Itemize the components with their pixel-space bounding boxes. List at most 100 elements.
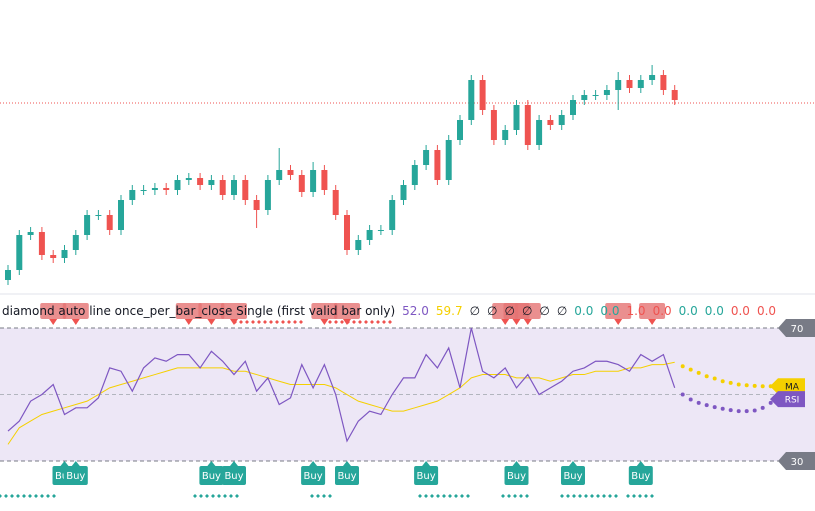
buy-arrow — [207, 461, 216, 466]
candle-body — [140, 190, 147, 191]
series-line — [7, 361, 675, 445]
candle-body — [603, 90, 610, 95]
candle-body — [276, 170, 283, 180]
projection-dot — [728, 380, 733, 385]
projection-dot — [680, 364, 685, 369]
sell-arrow — [71, 319, 80, 325]
candle-body — [16, 235, 23, 270]
header-item: 0.0 — [757, 304, 776, 318]
buy-label — [301, 466, 326, 485]
diamond — [632, 494, 636, 498]
buy-label-text: Buy — [507, 471, 526, 482]
header-item: 0.0 — [653, 304, 672, 318]
diamond — [358, 320, 362, 324]
diamond — [340, 320, 344, 324]
diamond — [193, 494, 197, 498]
header-item: diamond auto line once_per_bar_close Sin… — [2, 304, 395, 318]
candle-body — [332, 190, 339, 215]
buy-label-text: Buy — [304, 471, 323, 482]
candle-body — [502, 130, 509, 140]
header-item: 0.0 — [679, 304, 698, 318]
candle-body — [242, 180, 249, 200]
diamond — [614, 494, 618, 498]
candle-body — [649, 75, 656, 80]
diamond — [199, 494, 203, 498]
sell-arrow — [648, 319, 657, 325]
candle-body — [615, 80, 622, 90]
diamond — [525, 494, 529, 498]
diamond — [466, 494, 470, 498]
diamond — [211, 494, 215, 498]
diamond — [28, 494, 32, 498]
candle-body — [61, 250, 68, 258]
projection-dot — [752, 408, 757, 413]
candle-body — [231, 180, 237, 195]
diamond — [46, 494, 50, 498]
diamond — [245, 320, 249, 324]
sell-arrow — [49, 319, 58, 325]
buy-label — [222, 466, 246, 485]
candle-body — [400, 185, 407, 200]
sell-arrow — [523, 319, 532, 325]
sell-arrow — [614, 319, 623, 325]
candle-body — [219, 180, 226, 195]
candle-body — [468, 80, 475, 120]
buy-arrow — [60, 461, 69, 466]
candle-body — [72, 235, 79, 250]
buy-label-text: Buy — [337, 471, 356, 482]
header: diamond auto line once_per_bar_close Sin… — [2, 304, 776, 318]
diamond — [578, 494, 582, 498]
diamond — [376, 320, 380, 324]
candle-body — [660, 75, 667, 90]
sell-arrow — [320, 319, 329, 325]
diamond — [608, 494, 612, 498]
projection-dot — [736, 382, 741, 387]
projection-dot — [704, 403, 709, 408]
diamond — [328, 320, 332, 324]
diamond — [257, 320, 261, 324]
candle-body — [490, 110, 497, 140]
sell-arrow — [184, 319, 193, 325]
diamond — [519, 494, 523, 498]
candle-body — [129, 190, 136, 200]
diamond — [40, 494, 44, 498]
series-badge-label: MA — [785, 383, 800, 393]
header-item: 59.7 — [436, 304, 463, 318]
diamond — [22, 494, 26, 498]
buy-label-text: Buy — [563, 471, 582, 482]
candle-body — [174, 180, 181, 190]
candle-body — [106, 215, 113, 230]
candle-body — [118, 200, 124, 230]
candle-body — [434, 150, 441, 180]
y-tick-label: 30 — [791, 457, 804, 468]
buy-arrow — [512, 461, 521, 466]
projection-dot — [728, 408, 733, 413]
buy-arrow — [343, 461, 351, 466]
candle-body — [197, 178, 204, 185]
sell-label — [514, 303, 541, 319]
diamond — [328, 494, 332, 498]
sell-label — [221, 303, 247, 319]
diamond — [293, 320, 297, 324]
header-item: ∅ — [522, 304, 532, 318]
diamond — [590, 494, 594, 498]
diamond — [566, 494, 570, 498]
candle-body — [310, 170, 317, 192]
diamond — [596, 494, 600, 498]
candle-body — [185, 178, 192, 180]
diamond — [4, 494, 8, 498]
candle-body — [411, 165, 418, 185]
candle-body — [389, 200, 396, 230]
candle-body — [592, 95, 599, 96]
sell-label — [62, 303, 89, 319]
candle-body — [27, 232, 34, 235]
diamond — [364, 320, 368, 324]
projection-dot — [760, 405, 765, 410]
projection-dot — [712, 376, 717, 381]
header-item: 0.0 — [600, 304, 619, 318]
diamond — [275, 320, 279, 324]
buy-label-text: Buy — [66, 471, 85, 482]
diamond — [223, 494, 227, 498]
sell-label — [605, 303, 632, 319]
candle-body — [637, 80, 644, 88]
